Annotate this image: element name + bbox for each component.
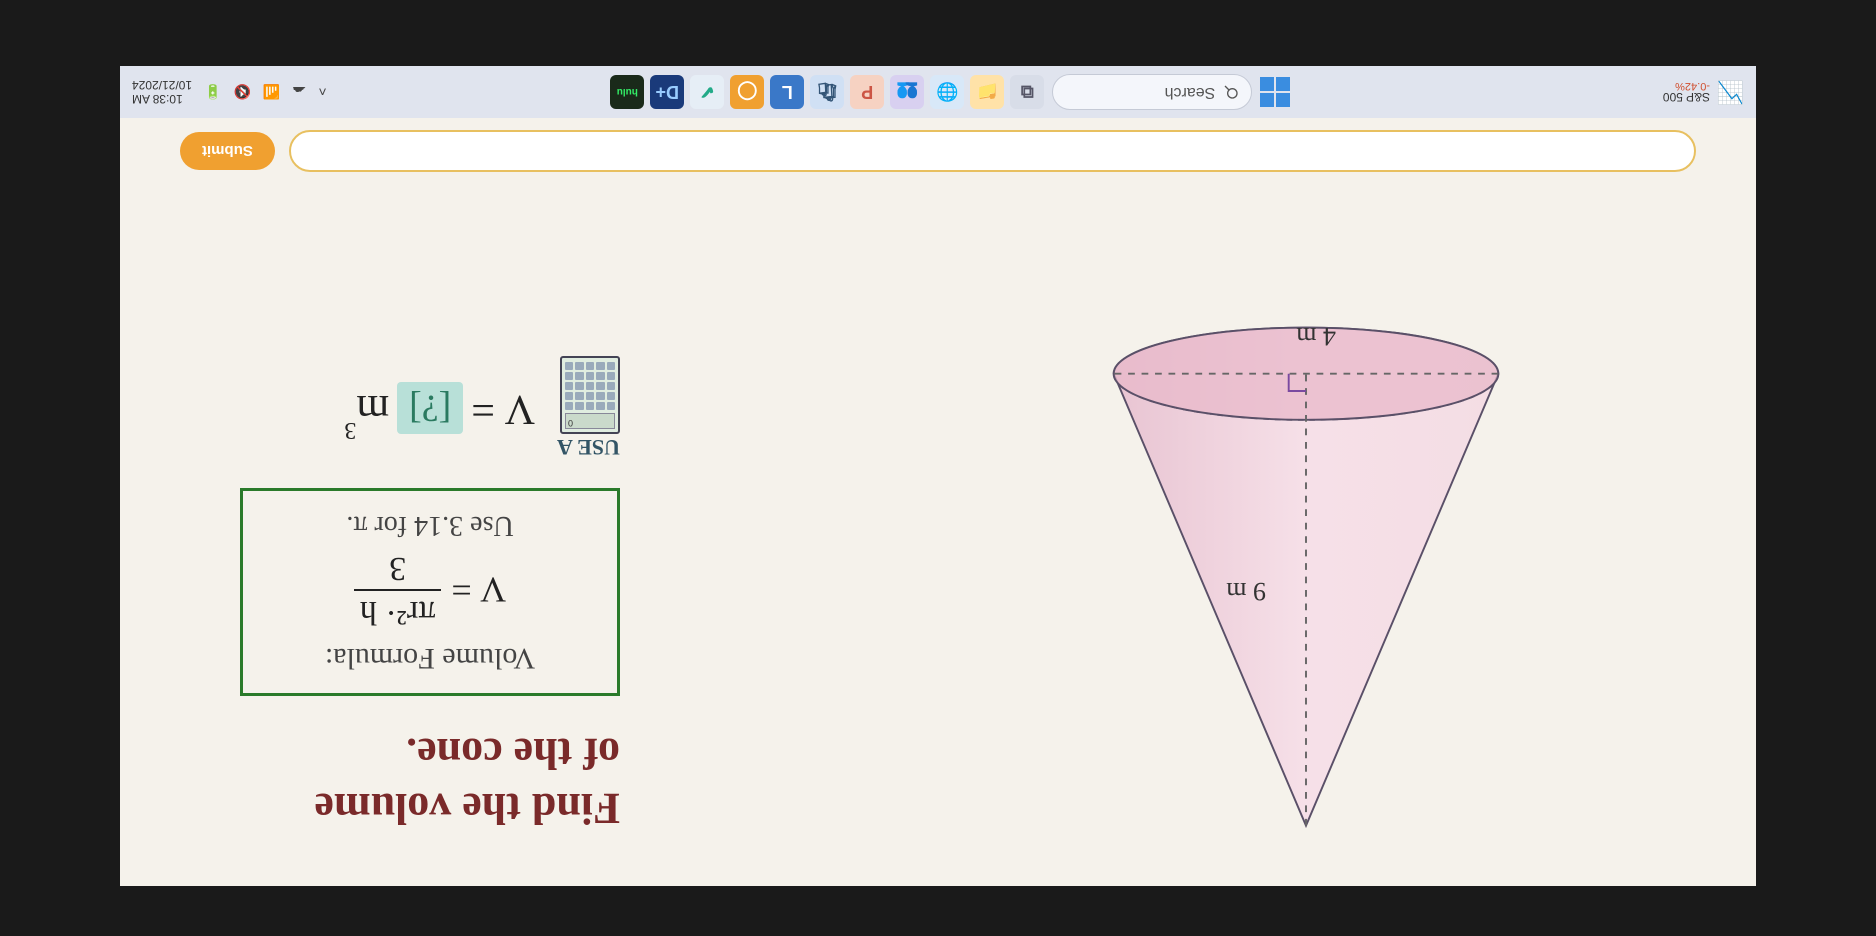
height-label: 9 m — [1226, 576, 1266, 606]
taskbar-app-ppt[interactable]: P — [850, 75, 884, 109]
formula-box: Volume Formula: V = πr²· h 3 Use 3.14 fo… — [240, 488, 620, 696]
stock-icon: 📉 — [1718, 79, 1744, 105]
formula-numerator: πr²· h — [354, 591, 442, 629]
taskbar: 📉 S&P 500 -0.42% Search ⧉📁🌐👥P🛍L◯✔D+hulu … — [120, 66, 1756, 118]
clock-date: 10/21/2024 — [132, 78, 192, 92]
search-placeholder: Search — [1165, 83, 1216, 101]
wifi-icon[interactable]: 📶 — [263, 84, 280, 101]
taskbar-app-task-view[interactable]: ⧉ — [1010, 75, 1044, 109]
calculator-icon: 0 — [560, 356, 620, 434]
taskbar-app-av[interactable]: ✔ — [690, 75, 724, 109]
calc-display: 0 — [565, 413, 615, 429]
lesson-content: 9 m 4 m Find the volume of the cone. Vol… — [120, 172, 1756, 886]
taskbar-widgets[interactable]: 📉 S&P 500 -0.42% — [1574, 79, 1744, 105]
submit-button[interactable]: Submit — [180, 132, 275, 170]
chevron-up-icon[interactable]: ˄ — [318, 84, 326, 100]
taskbar-app-store[interactable]: 🛍 — [810, 75, 844, 109]
volume-formula: V = πr²· h 3 — [271, 551, 589, 629]
system-tray: ˄ ☁ 📶 🔇 🔋 10:38 AM 10/21/2024 — [132, 78, 327, 107]
calc-keys — [565, 361, 615, 410]
cone-diagram — [1056, 266, 1556, 866]
answer-expression: V = [?] m3 — [344, 382, 535, 434]
stock-change: -0.42% — [1663, 81, 1710, 92]
problem-title: Find the volume of the cone. — [180, 726, 620, 836]
use-a-label: USE A — [557, 434, 620, 460]
start-button[interactable] — [1260, 77, 1290, 107]
taskbar-app-disney[interactable]: D+ — [650, 75, 684, 109]
search-icon — [1223, 84, 1239, 100]
answer-lhs: V = — [471, 385, 535, 433]
radius-label: 4 m — [1296, 321, 1336, 351]
volume-icon[interactable]: 🔇 — [234, 84, 251, 101]
clock-time: 10:38 AM — [132, 92, 183, 106]
taskbar-app-app-l[interactable]: L — [770, 75, 804, 109]
taskbar-apps: ⧉📁🌐👥P🛍L◯✔D+hulu — [610, 75, 1044, 109]
title-line-1: Find the volume — [314, 784, 620, 833]
taskbar-app-edge[interactable]: 🌐 — [930, 75, 964, 109]
taskbar-app-explorer[interactable]: 📁 — [970, 75, 1004, 109]
problem-panel: Find the volume of the cone. Volume Form… — [120, 172, 640, 886]
formula-fraction: πr²· h 3 — [354, 551, 442, 629]
taskbar-clock[interactable]: 10:38 AM 10/21/2024 — [132, 78, 192, 107]
diagram-area: 9 m 4 m — [640, 172, 1756, 886]
taskbar-app-teams[interactable]: 👥 — [890, 75, 924, 109]
answer-input-row: Submit — [180, 130, 1696, 172]
answer-unit: m3 — [344, 385, 389, 433]
stock-widget: S&P 500 -0.42% — [1663, 81, 1710, 104]
calculator-row: USE A 0 V = [?] — [180, 356, 620, 460]
formula-caption: Volume Formula: — [271, 641, 589, 675]
onedrive-icon[interactable]: ☁ — [292, 84, 306, 101]
answer-input[interactable] — [289, 130, 1696, 172]
title-line-2: of the cone. — [406, 729, 620, 778]
pi-note: Use 3.14 for π. — [271, 509, 589, 541]
taskbar-center: Search ⧉📁🌐👥P🛍L◯✔D+hulu — [337, 74, 1564, 110]
battery-icon[interactable]: 🔋 — [204, 84, 221, 101]
formula-denominator: 3 — [354, 551, 442, 591]
taskbar-app-hulu[interactable]: hulu — [610, 75, 644, 109]
taskbar-app-app-o[interactable]: ◯ — [730, 75, 764, 109]
answer-blank[interactable]: [?] — [397, 382, 463, 434]
calculator-widget[interactable]: USE A 0 — [557, 356, 620, 460]
desktop: 9 m 4 m Find the volume of the cone. Vol… — [120, 66, 1756, 886]
stock-name: S&P 500 — [1663, 92, 1710, 104]
taskbar-search[interactable]: Search — [1052, 74, 1252, 110]
formula-lhs: V = — [451, 569, 506, 611]
